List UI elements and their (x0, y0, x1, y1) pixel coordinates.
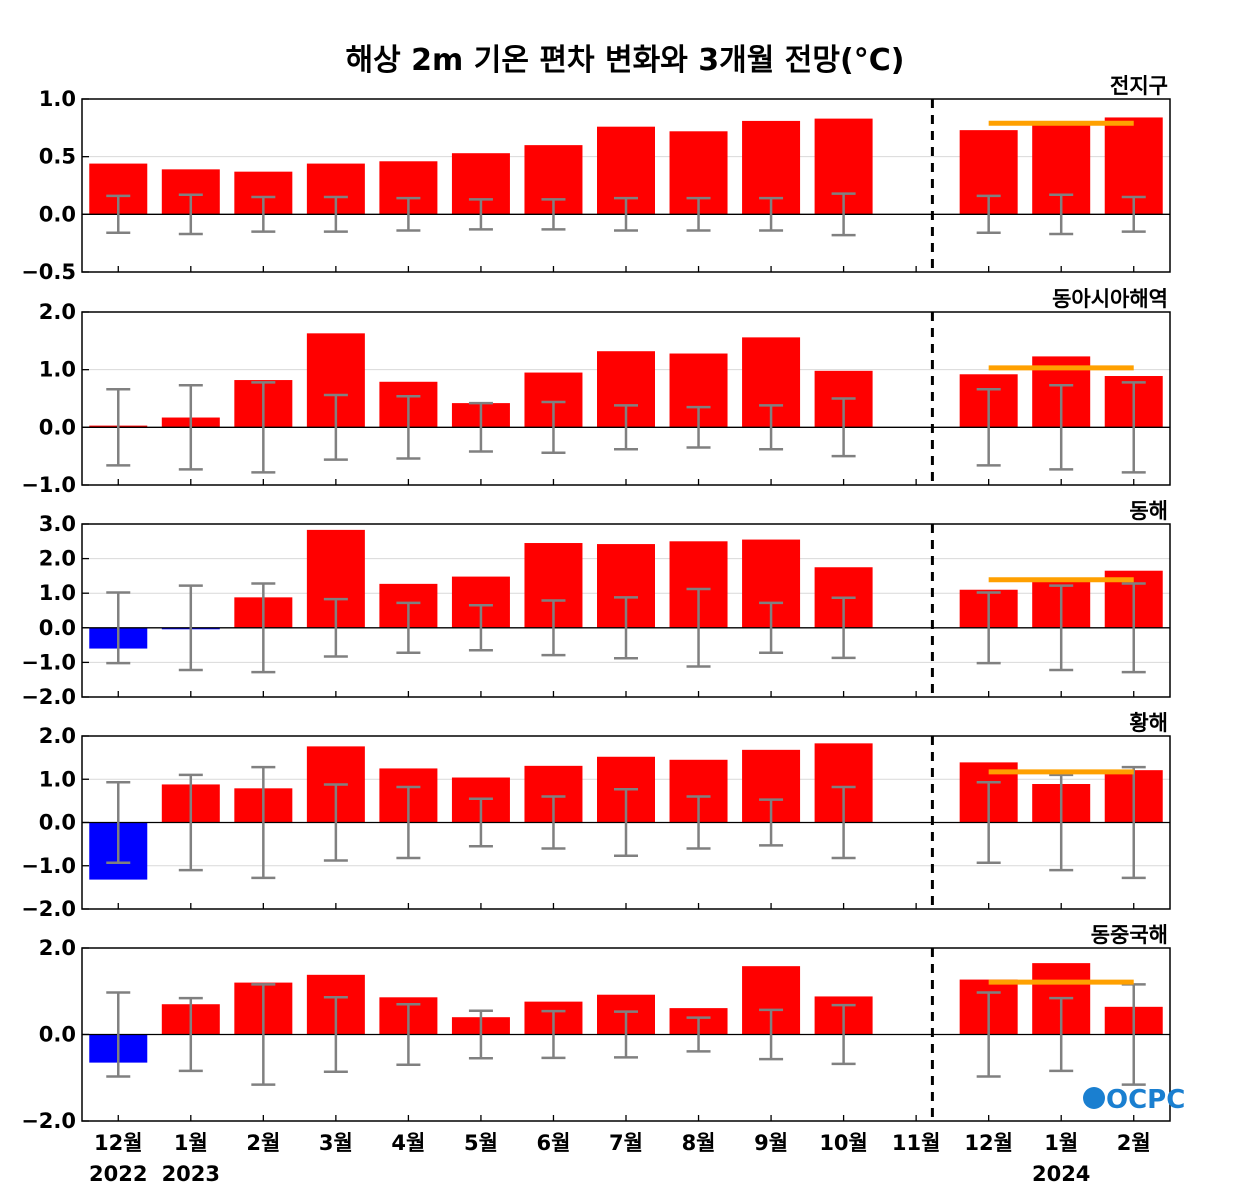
x-tick-label: 10월 (819, 1131, 868, 1155)
y-tick-label: 2.0 (39, 724, 76, 748)
panel-name: 전지구 (1110, 74, 1168, 98)
panel-name: 동해 (1129, 499, 1168, 523)
y-tick-label: −0.5 (21, 260, 76, 284)
y-tick-label: −1.0 (21, 650, 76, 674)
y-tick-label: 0.0 (39, 415, 76, 439)
x-tick-label: 9월 (754, 1131, 788, 1155)
y-tick-label: −1.0 (21, 854, 76, 878)
x-tick-label: 6월 (536, 1131, 570, 1155)
x-tick-label: 1월 (174, 1131, 208, 1155)
panel-3: −2.0 −1.0 0.0 1.0 2.0 3.0 동해 (21, 499, 1171, 709)
year-label: 2024 (1032, 1162, 1090, 1186)
y-tick-label: −2.0 (21, 685, 76, 709)
x-tick-label: 2월 (246, 1131, 280, 1155)
y-tick-label: 0.0 (39, 616, 76, 640)
logo-globe-icon (1083, 1087, 1105, 1109)
y-tick-label: −2.0 (21, 1109, 76, 1133)
y-tick-label: 0.0 (39, 811, 76, 835)
panel-name: 황해 (1129, 711, 1168, 735)
panel-5: −2.0 0.0 2.0 동중국해 (21, 923, 1171, 1133)
year-label: 2022 (89, 1162, 147, 1186)
x-tick-label: 5월 (464, 1131, 498, 1155)
y-tick-label: −1.0 (21, 473, 76, 497)
x-tick-label: 11월 (892, 1131, 941, 1155)
logo-text: OCPC (1106, 1085, 1185, 1115)
y-tick-label: 2.0 (39, 300, 76, 324)
x-tick-label: 2월 (1117, 1131, 1151, 1155)
y-tick-label: 1.0 (39, 767, 76, 791)
x-tick-label: 4월 (391, 1131, 425, 1155)
y-tick-label: 1.0 (39, 358, 76, 382)
y-tick-label: 2.0 (39, 936, 76, 960)
y-tick-label: 1.0 (39, 581, 76, 605)
y-tick-label: 0.0 (39, 202, 76, 226)
y-tick-label: 2.0 (39, 547, 76, 571)
panel-2: −1.0 0.0 1.0 2.0 동아시아해역 (21, 287, 1171, 497)
x-tick-label: 3월 (319, 1131, 353, 1155)
year-label: 2023 (162, 1162, 220, 1186)
panel-name: 동중국해 (1091, 923, 1168, 947)
y-tick-label: −2.0 (21, 897, 76, 921)
y-tick-label: 1.0 (39, 87, 76, 111)
y-tick-label: 0.0 (39, 1023, 76, 1047)
x-tick-label: 8월 (682, 1131, 716, 1155)
panel-4: −2.0 −1.0 0.0 1.0 2.0 황해 (21, 711, 1171, 921)
ocpc-logo: OCPC (1083, 1085, 1185, 1115)
panel-name: 동아시아해역 (1052, 287, 1168, 311)
x-tick-label: 7월 (609, 1131, 643, 1155)
y-tick-label: 3.0 (39, 512, 76, 536)
panels: −0.50.00.51.0전지구−1.00.01.02.0동아시아해역−2.0−… (21, 74, 1171, 1133)
x-axis-labels: 12월 1월 2월 3월 4월 5월 6월 7월 8월 9월 10월 11월 12월 1월 2월 2022 20… (89, 1131, 1151, 1186)
x-tick-label: 12월 (94, 1131, 143, 1155)
x-tick-label: 1월 (1044, 1131, 1078, 1155)
y-tick-label: 0.5 (39, 145, 76, 169)
x-tick-label: 12월 (964, 1131, 1013, 1155)
panel-1: −0.5 0.0 0.5 1.0 전지구 (21, 74, 1171, 284)
chart-title: 해상 2m 기온 편차 변화와 3개월 전망(°C) (346, 43, 905, 78)
